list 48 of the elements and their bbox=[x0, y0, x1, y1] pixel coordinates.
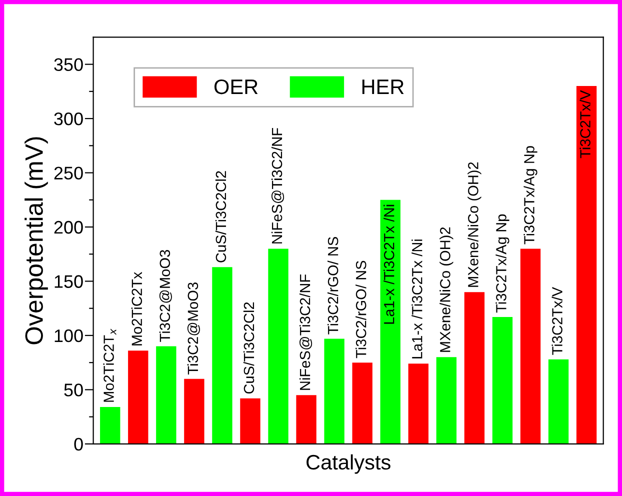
bar bbox=[296, 395, 316, 444]
bar bbox=[408, 364, 428, 444]
legend-label: OER bbox=[214, 79, 258, 94]
x-tick-label: Ti3C2Tx/V bbox=[580, 90, 590, 158]
bar bbox=[520, 248, 541, 444]
x-tick-label: CuS/Ti3C2Cl2 bbox=[215, 171, 226, 262]
x-tick-label: NiFeS@Ti3C2/NF bbox=[299, 274, 312, 390]
y-tick-label: 50 bbox=[64, 384, 83, 396]
bar bbox=[240, 398, 260, 444]
bar bbox=[184, 378, 204, 444]
x-axis-title: Catalysts bbox=[306, 454, 390, 474]
y-tick-label: 200 bbox=[54, 220, 83, 234]
bar bbox=[464, 292, 485, 444]
y-axis-title: Overpotential (mV) bbox=[24, 137, 48, 344]
x-tick-label: Ti3C2Tx/V bbox=[552, 286, 562, 355]
x-tick-label: CuS/Ti3C2Cl2 bbox=[243, 302, 254, 394]
y-tick-label: 250 bbox=[54, 166, 83, 180]
bar bbox=[212, 267, 232, 444]
x-tick-label: NiFeS@Ti3C2/NF bbox=[271, 128, 284, 244]
y-tick-label: 300 bbox=[54, 112, 83, 126]
bar bbox=[492, 317, 513, 444]
x-tick-label: Ti3C2Tx/Ag Np bbox=[524, 146, 538, 244]
x-tick-label: Ti3C2/rGO/ NS bbox=[356, 260, 366, 358]
bar bbox=[380, 200, 400, 444]
x-tick-label: La1-x /Ti3C2Tx /Ni bbox=[384, 204, 394, 324]
x-tick-label: La1-x /Ti3C2Tx /Ni bbox=[412, 240, 422, 358]
y-tick-label: 100 bbox=[54, 329, 83, 342]
bar bbox=[436, 357, 456, 444]
y-tick-label: 350 bbox=[54, 58, 83, 72]
bar bbox=[128, 350, 148, 444]
bar bbox=[352, 362, 372, 444]
bar bbox=[100, 407, 120, 444]
x-tick-label: MXene/NiCo (OH)2 bbox=[440, 227, 454, 352]
x-tick-label: Ti3C2/rGO/ NS bbox=[328, 237, 338, 334]
bar bbox=[156, 346, 176, 444]
x-tick-label: Ti3C2@MoO3 bbox=[187, 282, 200, 374]
bar bbox=[576, 86, 597, 444]
x-tick-label: Ti3C2Tx/Ag Np bbox=[496, 214, 510, 313]
bar bbox=[548, 359, 569, 444]
x-tick-label: Mo2TiC2Tx bbox=[131, 272, 142, 346]
x-tick-label: Ti3C2@MoO3 bbox=[159, 250, 172, 342]
x-tick-label: Mo2TiC2T$_{x}$ bbox=[103, 328, 116, 402]
x-tick-label: MXene/NiCo (OH)2 bbox=[468, 162, 482, 287]
bar bbox=[324, 338, 344, 444]
y-tick-label: 150 bbox=[54, 275, 83, 288]
y-tick-label: 0 bbox=[74, 438, 83, 451]
legend-label: HER bbox=[362, 80, 404, 94]
bar bbox=[268, 248, 288, 444]
